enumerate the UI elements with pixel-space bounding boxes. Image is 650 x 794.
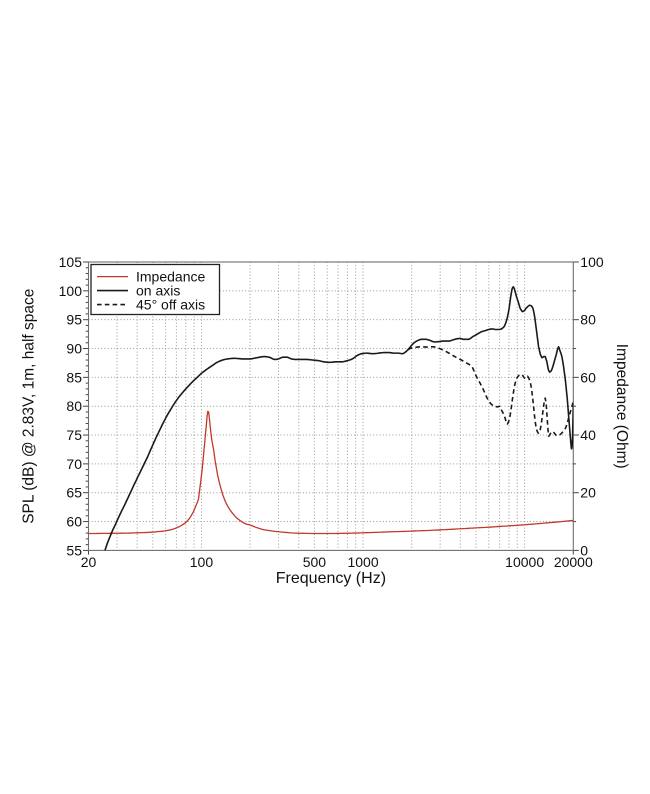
y-right-axis-title: Impedance (Ohm)	[613, 344, 630, 469]
y-left-tick-label: 80	[66, 398, 82, 414]
x-axis-title: Frequency (Hz)	[276, 570, 386, 587]
x-tick-label: 500	[303, 554, 327, 570]
legend-label-impedance: Impedance	[136, 269, 205, 285]
y-left-tick-label: 75	[66, 427, 82, 443]
series-curves	[88, 286, 574, 551]
y-left-tick-label: 55	[66, 542, 82, 558]
y-right-tick-label: 100	[580, 254, 604, 270]
x-tick-label: 20000	[554, 554, 593, 570]
series-off-axis	[407, 345, 574, 437]
y-right-tick-label: 20	[580, 485, 596, 501]
y-left-tick-label: 65	[66, 485, 82, 501]
series-impedance	[88, 410, 574, 535]
y-left-tick-label: 85	[66, 369, 82, 385]
y-right-tick-label: 40	[580, 427, 596, 443]
y-left-tick-label: 100	[59, 283, 83, 299]
x-tick-label: 10000	[505, 554, 544, 570]
y-left-axis-title: SPL (dB) @ 2.83V, 1m, half space	[21, 289, 38, 524]
x-tick-label: 100	[190, 554, 214, 570]
legend-box	[90, 263, 221, 316]
series-on-axis	[104, 286, 574, 551]
y-left-tick-label: 105	[59, 254, 83, 270]
y-left-tick-label: 60	[66, 514, 82, 530]
y-left-tick-label: 90	[66, 341, 82, 357]
y-left-tick-label: 70	[66, 456, 82, 472]
y-right-tick-label: 80	[580, 312, 596, 328]
y-right-tick-label: 60	[580, 369, 596, 385]
legend-label-on_axis: on axis	[136, 283, 180, 299]
y-left-tick-label: 95	[66, 312, 82, 328]
legend-label-off_axis: 45° off axis	[136, 297, 205, 313]
x-tick-label: 1000	[347, 554, 378, 570]
y-right-tick-label: 0	[580, 542, 588, 558]
x-tick-label: 20	[81, 554, 97, 570]
tick-labels: 55 60 65 70 75 80 85 90 95 100 105 0 20 40 60 80 100 20 10…	[59, 254, 604, 570]
